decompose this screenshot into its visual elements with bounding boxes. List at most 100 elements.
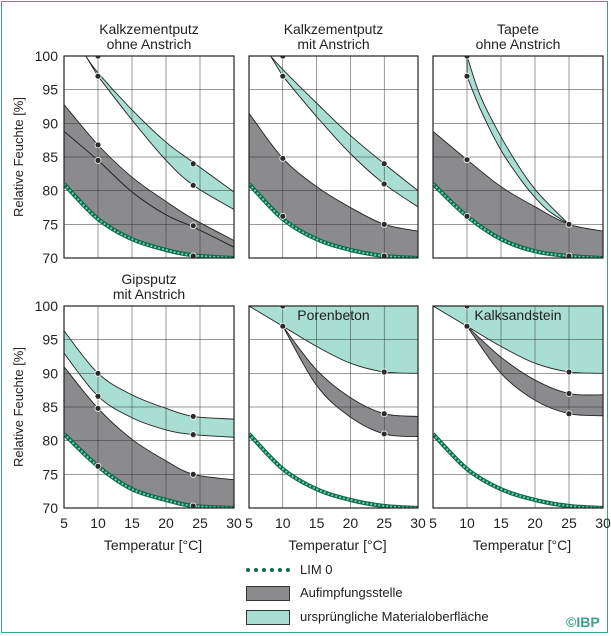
data-point <box>463 56 471 60</box>
data-point <box>94 462 102 470</box>
data-point <box>94 156 102 164</box>
band-aufimpfung-2 <box>64 365 234 508</box>
y-tick-label: 70 <box>42 500 58 516</box>
data-point <box>279 306 287 310</box>
panel-title: Kalksandstein <box>474 307 561 323</box>
legend-item-lim0: LIM 0 <box>246 560 546 580</box>
copyright-label: ©IBP <box>566 614 600 630</box>
x-tick-label: 25 <box>376 515 392 531</box>
y-tick-label: 85 <box>42 149 58 165</box>
x-tick-label: 30 <box>595 515 611 531</box>
data-point <box>463 322 471 330</box>
x-axis-label: Temperatur [°C] <box>104 537 202 553</box>
y-tick-label: 80 <box>42 433 58 449</box>
plot-frame <box>248 305 419 509</box>
panel-title: ohne Anstrich <box>107 36 192 52</box>
y-tick-label: 100 <box>35 48 59 64</box>
data-point <box>380 368 388 376</box>
plot-frame <box>63 305 235 509</box>
data-point <box>380 180 388 188</box>
data-point <box>189 502 197 508</box>
y-tick-label: 95 <box>42 332 58 348</box>
legend-item-material: ursprüngliche Materialoberfläche <box>246 607 546 627</box>
data-point <box>94 72 102 80</box>
data-point <box>279 56 287 60</box>
y-tick-label: 80 <box>42 183 58 199</box>
plot-area <box>64 56 234 258</box>
data-point <box>463 156 471 164</box>
legend-label-aufimpfung: Aufimpfungsstelle <box>300 585 403 600</box>
data-point <box>189 252 197 258</box>
data-point <box>279 322 287 330</box>
data-point <box>565 390 573 397</box>
band-material-1 <box>270 56 418 208</box>
plot-area <box>433 306 603 508</box>
data-point <box>94 141 102 149</box>
panel-title: ohne Anstrich <box>476 36 561 52</box>
x-tick-label: 15 <box>309 515 325 531</box>
chart-panel-6: Kalksandstein 5 10 15 20 25 30 Temperatur [°C] <box>429 305 611 553</box>
lim0-curve-dots <box>249 433 418 508</box>
data-point <box>189 470 197 478</box>
lim0-curve <box>249 432 418 508</box>
data-point <box>463 72 471 80</box>
x-tick-label: 20 <box>158 515 174 531</box>
plot-frame <box>432 305 604 509</box>
legend-swatch-material <box>246 610 290 625</box>
y-tick-label: 75 <box>42 216 58 232</box>
data-point <box>565 368 573 376</box>
data-point <box>94 369 102 377</box>
x-tick-label: 5 <box>60 515 68 531</box>
y-tick-label: 75 <box>42 466 58 482</box>
data-point <box>380 410 388 418</box>
panel-title: Kalkzementputz <box>284 21 384 37</box>
data-point <box>189 413 197 420</box>
y-tick-label: 100 <box>35 298 59 314</box>
legend-label-material: ursprüngliche Materialoberfläche <box>300 609 489 624</box>
data-point <box>380 430 388 438</box>
x-tick-label: 30 <box>410 515 426 531</box>
plot-frame <box>63 55 235 259</box>
data-point <box>189 181 197 189</box>
plot-area <box>249 306 418 508</box>
legend-label-lim0: LIM 0 <box>300 562 333 577</box>
x-tick-label: 10 <box>275 515 291 531</box>
y-tick-label: 70 <box>42 250 58 266</box>
data-point <box>279 212 287 220</box>
plot-frame <box>432 55 604 259</box>
data-point <box>279 154 287 162</box>
y-tick-label: 90 <box>42 115 58 131</box>
x-axis-label: Temperatur [°C] <box>473 537 571 553</box>
panel-title: mit Anstrich <box>297 36 369 52</box>
panel-title: Porenbeton <box>297 307 369 323</box>
x-tick-label: 20 <box>343 515 359 531</box>
data-point <box>279 72 287 80</box>
band-aufimpfung-2 <box>433 130 603 258</box>
x-tick-label: 5 <box>429 515 437 531</box>
data-point <box>463 212 471 220</box>
x-tick-label: 30 <box>226 515 242 531</box>
data-point <box>565 410 573 418</box>
y-axis-label: Relative Feuchte [%] <box>11 97 26 217</box>
y-axis-label: Relative Feuchte [%] <box>11 347 26 467</box>
data-point <box>94 56 102 60</box>
data-point <box>463 306 471 310</box>
x-tick-label: 5 <box>245 515 253 531</box>
legend-swatch-aufimpfung <box>246 586 290 601</box>
data-point <box>380 160 388 168</box>
x-tick-label: 15 <box>124 515 140 531</box>
panel-title: Kalkzementputz <box>99 21 199 37</box>
data-point <box>189 222 197 230</box>
x-tick-label: 25 <box>192 515 208 531</box>
panel-title: Tapete <box>497 21 539 37</box>
y-tick-label: 85 <box>42 399 58 415</box>
legend-swatch-lim0 <box>246 568 290 572</box>
data-point <box>189 160 197 168</box>
data-point <box>94 404 102 412</box>
panel-title: Gipsputz <box>121 271 176 287</box>
